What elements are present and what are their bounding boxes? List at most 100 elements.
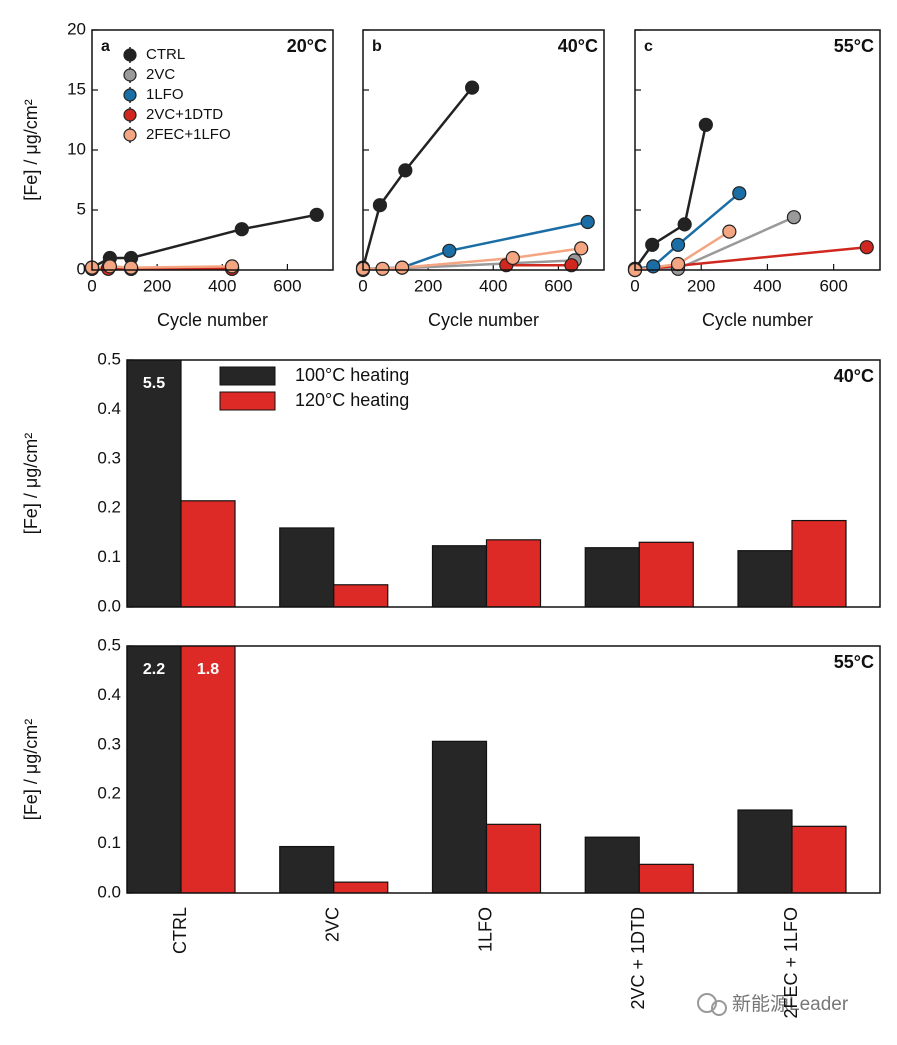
legend-label: 2VC+1DTD: [146, 106, 223, 123]
watermark: 新能源Leader: [697, 993, 849, 1016]
legend-label: 120°C heating: [295, 390, 409, 410]
series-line: [635, 124, 708, 270]
x-tick-label: 200: [414, 276, 442, 295]
y-tick-label: 20: [67, 19, 86, 38]
plot-frame: [634, 29, 881, 271]
bar: [127, 646, 182, 893]
y-tick-label: 0: [77, 259, 86, 278]
panel-label: a: [101, 38, 110, 55]
legend-marker: [123, 128, 137, 142]
watermark-icon: [711, 1000, 727, 1016]
plot-area: [127, 360, 847, 607]
watermark-icon: [697, 993, 717, 1013]
plot-area: [363, 86, 588, 270]
data-point: [786, 210, 802, 225]
x-tick-label: 600: [273, 276, 301, 295]
data-point: [645, 237, 660, 252]
x-axis-label: Cycle number: [428, 310, 539, 330]
bar: [279, 527, 335, 607]
x-tick-label: 0: [358, 276, 367, 295]
x-tick-label: 200: [143, 276, 171, 295]
x-tick-label: 2FEC + 1LFO: [781, 907, 801, 1019]
x-tick-label: 600: [544, 276, 572, 295]
legend-label: 100°C heating: [295, 365, 409, 385]
plot-area: [127, 646, 847, 893]
y-tick-label: 0.3: [97, 448, 121, 467]
bar-value-label: 1.8: [197, 661, 219, 678]
x-tick-label: 400: [479, 276, 507, 295]
data-point: [372, 198, 388, 213]
series-line: [92, 265, 233, 269]
panel-label: c: [644, 38, 653, 55]
y-axis-label: [Fe] / μg/cm²: [21, 433, 41, 534]
data-point: [732, 186, 747, 201]
x-tick-label: 400: [753, 276, 781, 295]
y-tick-label: 0.5: [97, 349, 121, 368]
plot-area: [635, 124, 867, 270]
bar: [180, 500, 236, 607]
x-tick-label: 600: [819, 276, 847, 295]
y-tick-label: 15: [67, 79, 86, 98]
panel-annotation: 40°C: [834, 366, 874, 386]
legend-marker: [123, 88, 137, 102]
y-axis-label: [Fe] / μg/cm²: [21, 99, 41, 200]
x-axis-label: Cycle number: [157, 310, 268, 330]
x-tick-label: CTRL: [170, 907, 190, 954]
bar: [333, 584, 389, 607]
y-tick-label: 10: [67, 139, 86, 158]
legend-label: 2VC: [146, 66, 175, 83]
bar: [737, 550, 793, 607]
bar: [279, 845, 335, 893]
data-point: [309, 207, 324, 222]
bar: [485, 539, 542, 607]
y-tick-label: 0.2: [97, 784, 121, 803]
plot-frame: [91, 29, 334, 271]
panel-annotation: 55°C: [834, 652, 874, 672]
data-point: [224, 259, 240, 274]
y-tick-label: 0.4: [97, 685, 121, 704]
y-tick-label: 0.5: [97, 635, 121, 654]
legend-label: 2FEC+1LFO: [146, 126, 231, 143]
y-tick-label: 0.0: [97, 596, 121, 615]
bar-value-label: 2.2: [143, 661, 165, 678]
x-tick-label: 2VC + 1DTD: [628, 907, 648, 1010]
plot-frame: [126, 645, 881, 894]
x-tick-label: 200: [687, 276, 715, 295]
data-point: [859, 240, 874, 255]
legend-marker: [123, 108, 137, 122]
y-axis-label: [Fe] / μg/cm²: [21, 719, 41, 820]
legend-swatch: [219, 366, 276, 386]
legend-marker: [123, 68, 137, 82]
data-point: [670, 256, 686, 272]
data-point: [394, 260, 410, 275]
bar: [584, 547, 640, 607]
bar: [431, 740, 488, 893]
panel-annotation: 55°C: [834, 36, 874, 56]
watermark-text: 新能源Leader: [732, 993, 849, 1015]
panel-label: b: [372, 38, 382, 55]
plot-frame: [126, 359, 881, 608]
x-tick-label: 0: [87, 276, 96, 295]
data-point: [677, 217, 692, 232]
data-point: [102, 259, 118, 274]
data-point: [698, 117, 713, 132]
panel-annotation: 20°C: [287, 36, 327, 56]
bar: [127, 360, 182, 607]
data-point: [564, 258, 579, 273]
data-point: [580, 214, 595, 230]
data-point: [670, 237, 686, 252]
legend-marker: [123, 48, 137, 62]
bar: [333, 881, 389, 893]
bar: [485, 823, 542, 893]
y-tick-label: 0.1: [97, 547, 121, 566]
data-point: [442, 243, 457, 258]
data-point: [123, 260, 139, 275]
x-tick-label: 2VC: [323, 907, 343, 942]
legend-swatch: [219, 391, 276, 411]
y-tick-label: 0.1: [97, 833, 121, 852]
bar: [180, 646, 236, 893]
bar: [638, 541, 694, 607]
data-point: [722, 224, 737, 239]
data-point: [398, 163, 413, 178]
data-point: [574, 241, 589, 256]
